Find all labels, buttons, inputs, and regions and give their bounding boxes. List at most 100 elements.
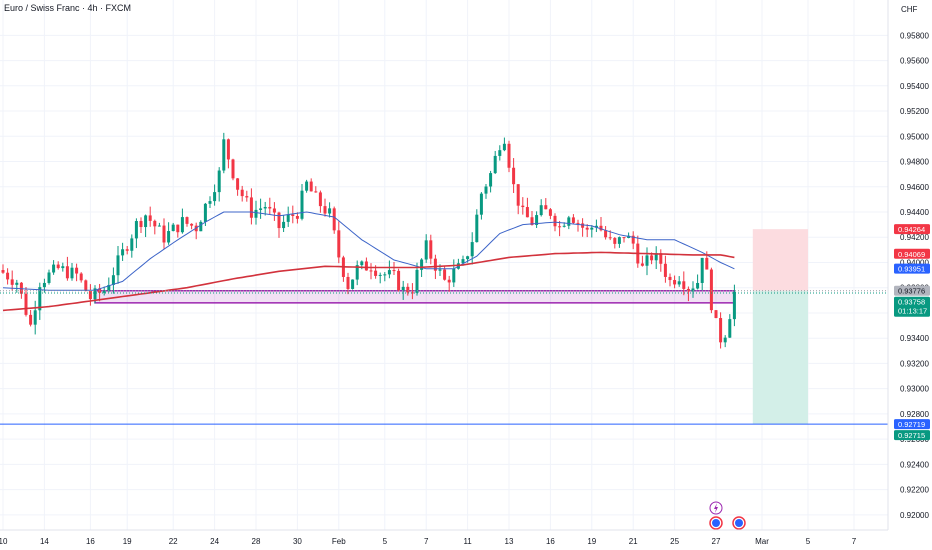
candle-body [374, 270, 378, 276]
candle-body [318, 192, 322, 207]
candle-body [323, 206, 327, 214]
candle-body [489, 173, 493, 187]
price-label-text: 0.92719 [898, 420, 925, 429]
candle-body [466, 256, 470, 260]
price-label-badge [894, 419, 930, 430]
candle-body [226, 139, 230, 160]
candle-body [208, 201, 212, 204]
candle-body [6, 272, 10, 280]
candle-body [305, 181, 309, 191]
candle-body [461, 259, 465, 264]
price-label-text: 0.94264 [898, 225, 925, 234]
candle-body [236, 178, 240, 190]
time-tick-label: 13 [505, 537, 514, 546]
candle-body [668, 276, 672, 281]
candle-body [581, 223, 585, 228]
candle-body [171, 224, 175, 232]
candle-body [714, 310, 718, 319]
candle-body [222, 139, 226, 171]
candle-body [130, 238, 134, 251]
candle-body [700, 257, 704, 283]
candle-body [56, 264, 60, 269]
price-label-text: 0.93776 [898, 287, 925, 296]
candle-body [452, 268, 456, 283]
time-tick-label: 25 [670, 537, 679, 546]
candle-body [521, 205, 525, 208]
candle-body [502, 143, 506, 151]
time-tick-label: 19 [123, 537, 132, 546]
stop-loss-zone [752, 229, 808, 291]
candle-body [640, 263, 644, 266]
price-tick-label: 0.94200 [900, 233, 929, 242]
candle-body [337, 230, 341, 258]
price-tick-label: 0.95200 [900, 107, 929, 116]
time-tick-label: 7 [852, 537, 857, 546]
candle-body [254, 209, 258, 218]
candle-body [231, 159, 235, 179]
candle-body [38, 287, 42, 311]
candle-body [512, 167, 516, 185]
candle-body [75, 267, 79, 274]
price-tick-label: 0.93200 [900, 359, 929, 368]
candle-body [507, 143, 511, 168]
currency-label: CHF [901, 5, 918, 14]
price-tick-label: 0.93000 [900, 385, 929, 394]
time-tick-label: 21 [629, 537, 638, 546]
time-tick-label: 28 [252, 537, 261, 546]
candle-body [1, 270, 5, 273]
candle-body [249, 197, 253, 218]
candle-body [364, 261, 368, 271]
price-tick-label: 0.94400 [900, 208, 929, 217]
price-label-badge [894, 430, 930, 441]
candle-body [79, 273, 83, 281]
candle-body [677, 281, 681, 285]
price-tick-label: 0.92200 [900, 486, 929, 495]
candle-body [144, 215, 148, 228]
price-tick-label: 0.94600 [900, 183, 929, 192]
candle-body [415, 269, 419, 293]
time-tick-label: Feb [332, 537, 346, 546]
candle-body [723, 337, 727, 343]
price-tick-label: 0.95800 [900, 31, 929, 40]
candle-body [539, 205, 543, 216]
flag-icon-dot [712, 519, 720, 527]
candle-body [530, 217, 534, 225]
candle-body [259, 208, 263, 210]
price-tick-label: 0.94000 [900, 258, 929, 267]
candle-body [383, 274, 387, 276]
candle-body [709, 269, 713, 311]
candle-body [420, 259, 424, 270]
candle-body [654, 253, 658, 261]
price-label-text: 0.93951 [898, 265, 925, 274]
candle-body [401, 286, 405, 291]
candle-body [107, 284, 111, 291]
price-axis[interactable]: 0.920000.922000.924000.926000.928000.930… [900, 31, 929, 520]
moving-average-line [2, 211, 735, 291]
candle-body [134, 221, 138, 239]
price-label-badge [894, 285, 930, 296]
price-tick-label: 0.95600 [900, 57, 929, 66]
candle-body [102, 290, 106, 293]
time-axis[interactable]: 10 14 16 19 22 24 28 30 Feb 5 7 11 13 16 19 21 25 27 Mar 5 7 [0, 537, 857, 546]
candle-body [245, 196, 249, 198]
candle-body [691, 288, 695, 292]
candle-body [15, 282, 19, 285]
candle-body [631, 235, 635, 244]
candle-body [369, 270, 373, 272]
candle-body [291, 214, 295, 217]
candle-body [475, 214, 479, 243]
candle-body [176, 224, 180, 233]
candle-body [387, 270, 391, 275]
candle-body [594, 225, 598, 228]
time-tick-label: 5 [383, 537, 388, 546]
candle-body [295, 216, 299, 219]
candle-body [493, 155, 497, 174]
candle-body [139, 221, 143, 228]
candle-body [121, 249, 125, 256]
candle-body [10, 279, 14, 285]
candle-body [217, 170, 221, 193]
candle-body [686, 288, 690, 292]
price-labels: 0.94264 0.94069 0.93951 0.93776 0.9375801:13… [894, 224, 930, 441]
